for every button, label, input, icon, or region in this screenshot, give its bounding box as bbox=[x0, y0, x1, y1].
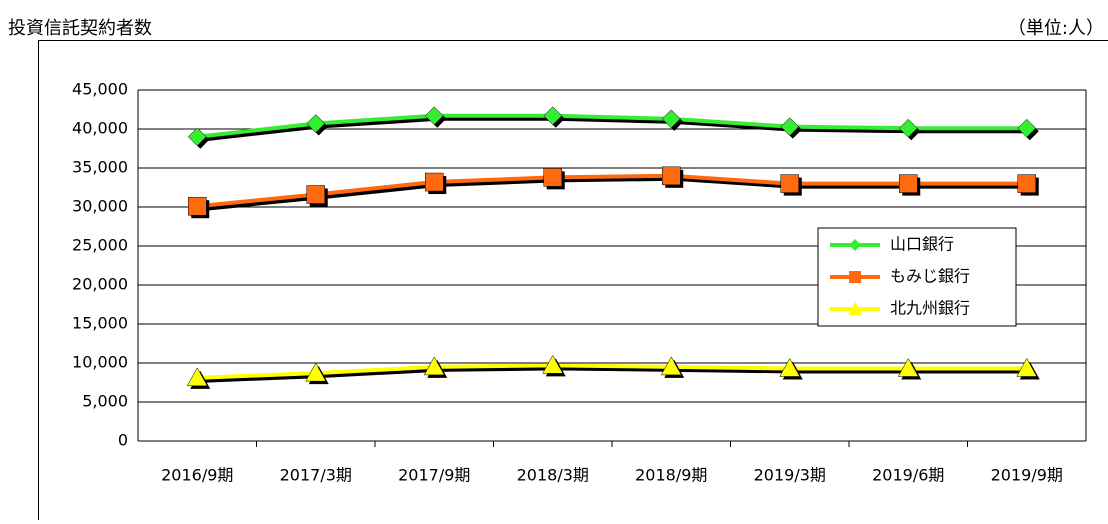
point bbox=[1018, 175, 1036, 193]
legend-label: 山口銀行 bbox=[890, 235, 954, 254]
x-tick-label: 2018/3期 bbox=[517, 466, 589, 485]
legend-label: もみじ銀行 bbox=[890, 267, 970, 286]
point bbox=[544, 168, 562, 186]
y-tick-label: 0 bbox=[118, 431, 128, 450]
y-tick-label: 45,000 bbox=[72, 80, 128, 99]
point bbox=[425, 173, 443, 191]
point bbox=[307, 186, 325, 204]
x-tick-label: 2017/9期 bbox=[398, 466, 470, 485]
x-tick-label: 2019/6期 bbox=[872, 466, 944, 485]
x-tick-label: 2016/9期 bbox=[161, 466, 233, 485]
point bbox=[188, 197, 206, 215]
chart-title: 投資信託契約者数 bbox=[8, 18, 152, 39]
x-tick-label: 2019/3期 bbox=[754, 466, 826, 485]
y-tick-label: 40,000 bbox=[72, 119, 128, 138]
x-tick-label: 2019/9期 bbox=[991, 466, 1063, 485]
y-tick-label: 30,000 bbox=[72, 197, 128, 216]
point bbox=[781, 175, 799, 193]
y-tick-label: 10,000 bbox=[72, 353, 128, 372]
legend-marker bbox=[849, 271, 861, 283]
y-tick-label: 25,000 bbox=[72, 236, 128, 255]
x-tick-label: 2017/3期 bbox=[280, 466, 352, 485]
y-tick-label: 5,000 bbox=[82, 392, 128, 411]
point bbox=[899, 175, 917, 193]
unit-label: （単位:人） bbox=[1008, 18, 1104, 39]
y-tick-label: 15,000 bbox=[72, 314, 128, 333]
legend-label: 北九州銀行 bbox=[890, 299, 970, 318]
y-tick-label: 20,000 bbox=[72, 275, 128, 294]
y-tick-label: 35,000 bbox=[72, 158, 128, 177]
point bbox=[662, 167, 680, 185]
x-tick-label: 2018/9期 bbox=[635, 466, 707, 485]
